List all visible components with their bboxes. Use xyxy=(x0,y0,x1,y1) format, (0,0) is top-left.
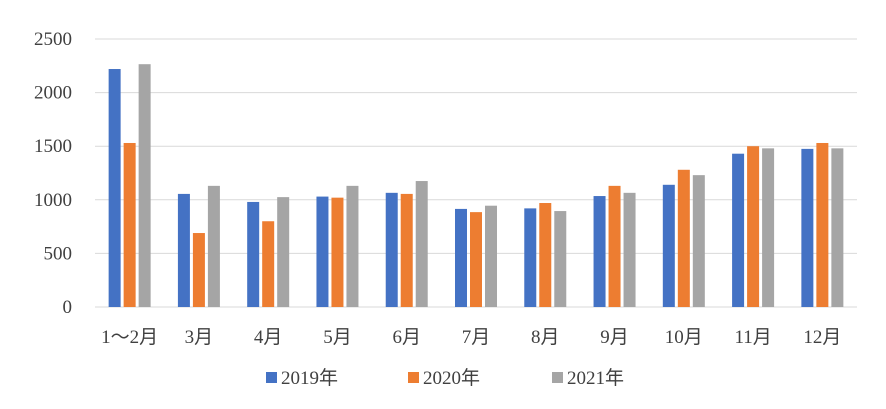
bar-2019年-11月 xyxy=(732,153,745,307)
y-tick-label: 1000 xyxy=(34,190,72,211)
bar-2020年-5月 xyxy=(331,197,344,307)
y-tick-label: 2500 xyxy=(34,29,72,50)
bar-2019年-3月 xyxy=(177,193,190,307)
x-category-label: 10月 xyxy=(665,327,703,348)
x-category-label: 3月 xyxy=(185,327,214,348)
bar-2020年-7月 xyxy=(470,212,482,307)
bar-2020年-8月 xyxy=(539,203,552,307)
bar-2020年-9月 xyxy=(608,185,621,307)
legend-swatch xyxy=(552,372,563,383)
bar-2020年-4月 xyxy=(262,221,275,307)
y-tick-label: 1500 xyxy=(34,136,72,157)
bar-2020年-1～2月 xyxy=(123,142,136,307)
bar-2019年-1～2月 xyxy=(108,69,121,308)
x-category-label: 5月 xyxy=(323,327,352,348)
x-axis-labels: 1～2月 3月 4月 5月 6月 7月 8月 9月 10月 11月 12月 xyxy=(101,327,841,348)
bar-2021年-8月 xyxy=(554,211,567,307)
grid xyxy=(95,38,857,308)
x-category-label: 12月 xyxy=(803,327,841,348)
legend-label: 2020年 xyxy=(423,367,480,389)
bar-2019年-12月 xyxy=(801,148,814,307)
y-axis-ticks: 0 500 1000 1500 2000 2500 xyxy=(34,29,72,318)
legend-label: 2019年 xyxy=(281,367,338,389)
bar-2021年-9月 xyxy=(623,192,636,307)
legend-swatch xyxy=(266,372,277,383)
bar-2019年-7月 xyxy=(455,208,467,307)
bar-2019年-4月 xyxy=(247,201,260,307)
bar-2020年-11月 xyxy=(747,146,760,307)
bar-2021年-10月 xyxy=(692,175,705,307)
bar-2021年-4月 xyxy=(277,197,290,307)
bar-2021年-5月 xyxy=(346,185,359,307)
bar-2020年-6月 xyxy=(400,193,413,307)
x-category-label: 9月 xyxy=(600,327,629,348)
y-tick-label: 2000 xyxy=(34,83,72,104)
x-category-label: 11月 xyxy=(734,327,771,348)
bar-2020年-3月 xyxy=(192,233,205,307)
bar-2021年-1～2月 xyxy=(138,64,151,307)
x-category-label: 4月 xyxy=(254,327,283,348)
y-tick-label: 500 xyxy=(44,243,73,264)
bars xyxy=(108,64,844,308)
bar-2019年-9月 xyxy=(593,196,606,307)
y-tick-label: 0 xyxy=(63,297,73,318)
bar-2021年-6月 xyxy=(415,181,428,307)
legend: 2019年 2020年 2021年 xyxy=(266,367,624,389)
bar-2021年-11月 xyxy=(762,148,775,307)
x-category-label: 7月 xyxy=(462,327,491,348)
bar-2019年-8月 xyxy=(524,208,537,307)
bar-2019年-6月 xyxy=(385,192,398,307)
bar-2020年-12月 xyxy=(816,142,829,307)
x-category-label: 1～2月 xyxy=(101,327,158,348)
x-category-label: 6月 xyxy=(392,327,421,348)
bar-2019年-5月 xyxy=(316,196,329,307)
legend-label: 2021年 xyxy=(567,367,624,389)
bar-2020年-10月 xyxy=(677,169,690,307)
bar-2019年-10月 xyxy=(662,184,675,307)
bar-2021年-7月 xyxy=(485,205,497,307)
bar-2021年-3月 xyxy=(207,185,220,307)
bar-2021年-12月 xyxy=(831,148,844,307)
x-category-label: 8月 xyxy=(531,327,560,348)
legend-swatch xyxy=(408,372,419,383)
